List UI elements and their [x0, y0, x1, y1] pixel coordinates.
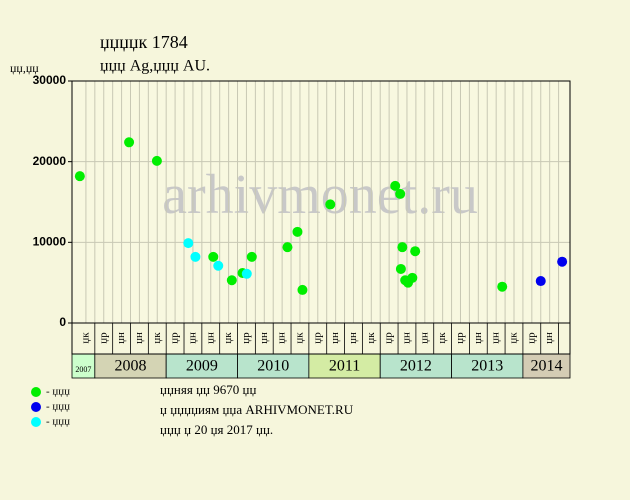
x-tick-label: џк	[508, 332, 520, 344]
x-tick-label: џн	[186, 332, 198, 344]
point	[282, 242, 293, 253]
chart-title: џџџџк 1784	[100, 32, 188, 52]
point	[390, 180, 401, 191]
x-tick-label: џр	[454, 332, 466, 344]
x-tick-label: џр	[525, 332, 537, 344]
x-tick-label: џн	[347, 332, 359, 344]
x-tick-label: џн	[329, 332, 341, 344]
x-tick-label: џр	[311, 332, 323, 344]
x-tick-label: џн	[401, 332, 413, 344]
x-tick-label: џк	[79, 332, 91, 344]
point	[535, 276, 546, 287]
chart-subtitle: џџџ Ag,џџџ AU.	[100, 58, 210, 75]
footer-text: џџџ џ 20 џя 2017 џџ.	[160, 422, 273, 437]
point	[74, 171, 85, 182]
year-label: 2014	[530, 358, 562, 375]
legend-label: - џџџ	[46, 401, 70, 413]
watermark: arhivmonet.ru	[162, 164, 478, 226]
footer-text: џ џџџџиям џџа ARHIVMONET.RU	[160, 402, 354, 417]
point	[208, 251, 219, 262]
y-tick-label: 10000	[33, 235, 67, 249]
year-label: 2007	[75, 365, 91, 374]
x-tick-label: џн	[204, 332, 216, 344]
point	[407, 272, 418, 283]
x-tick-label: џн	[543, 332, 555, 344]
x-tick-label: џн	[258, 332, 270, 344]
point	[325, 199, 336, 210]
year-band	[522, 353, 571, 379]
point	[410, 246, 421, 257]
x-tick-label: џр	[240, 332, 252, 344]
x-tick-label: џк	[151, 332, 163, 344]
x-tick-label: џр	[97, 332, 109, 344]
legend-marker	[31, 402, 41, 412]
point	[124, 137, 135, 148]
x-tick-label: џр	[383, 332, 395, 344]
point	[241, 268, 252, 279]
footer-text: џџняя џџ 9670 џџ	[160, 382, 256, 397]
year-label: 2009	[186, 358, 218, 375]
label-frame	[71, 322, 571, 355]
point	[151, 155, 162, 166]
year-band	[451, 353, 524, 379]
point	[246, 251, 257, 262]
x-tick-label: џн	[133, 332, 145, 344]
year-band	[379, 353, 452, 379]
point	[190, 251, 201, 262]
year-label: 2013	[471, 358, 503, 375]
x-tick-label: џк	[365, 332, 377, 344]
legend-label: - џџџ	[46, 386, 70, 398]
x-tick-label: џн	[472, 332, 484, 344]
x-tick-label: џн	[418, 332, 430, 344]
x-tick-label: џк	[222, 332, 234, 344]
point	[397, 242, 408, 253]
x-tick-label: џн	[115, 332, 127, 344]
y-axis-label: џџ,џџ	[10, 61, 39, 75]
year-label: 2011	[329, 358, 360, 375]
point	[292, 226, 303, 237]
point	[497, 281, 508, 292]
point	[226, 275, 237, 286]
legend-marker	[31, 417, 41, 427]
x-tick-label: џн	[490, 332, 502, 344]
point	[395, 263, 406, 274]
y-tick-label: 30000	[33, 73, 67, 87]
year-label: 2012	[400, 358, 432, 375]
year-label: 2010	[257, 358, 289, 375]
x-tick-label: џр	[169, 332, 181, 344]
x-tick-label: џк	[436, 332, 448, 344]
point	[557, 256, 568, 267]
year-band	[308, 353, 381, 379]
point	[297, 284, 308, 295]
x-tick-label: џк	[293, 332, 305, 344]
point	[213, 260, 224, 271]
x-tick-label: џн	[276, 332, 288, 344]
legend-label: - џџџ	[46, 416, 70, 428]
point	[395, 188, 406, 199]
year-label: 2008	[115, 358, 147, 375]
legend-marker	[31, 387, 41, 397]
year-band	[165, 353, 238, 379]
point	[183, 238, 194, 249]
y-tick-label: 0	[59, 315, 66, 329]
y-tick-label: 20000	[33, 154, 67, 168]
